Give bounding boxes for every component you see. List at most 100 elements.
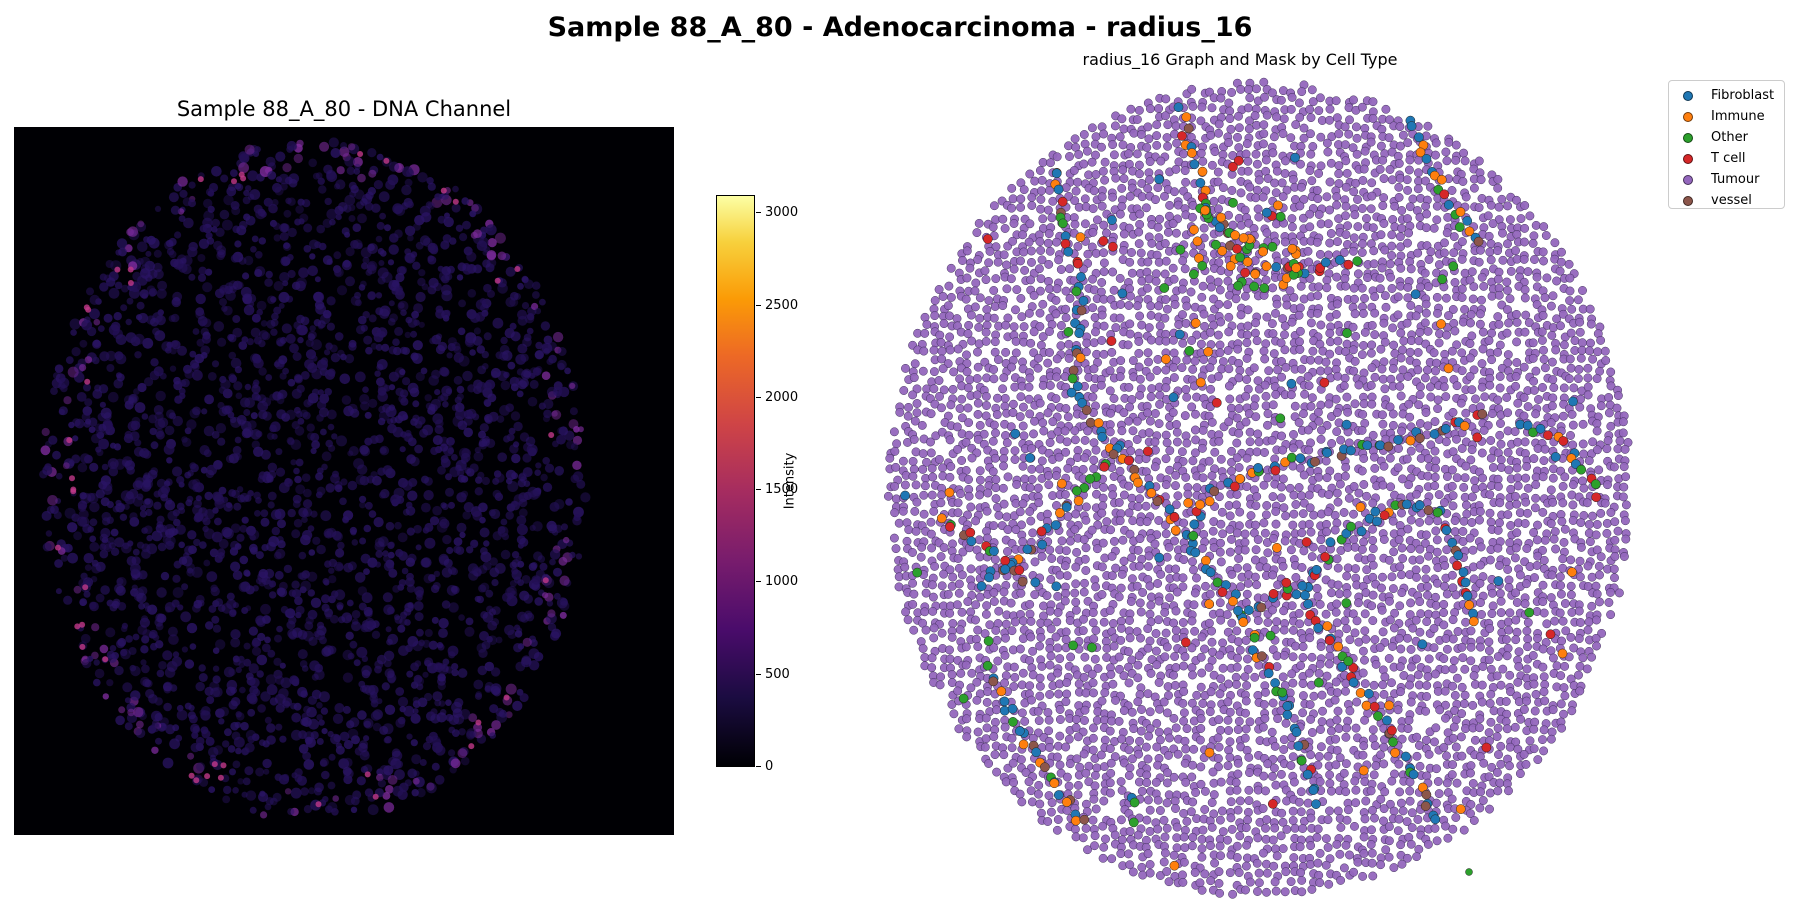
tumour-cell xyxy=(1193,691,1201,699)
tumour-cell xyxy=(1152,131,1160,139)
tumour-cell xyxy=(1547,302,1555,310)
tumour-cell xyxy=(1016,645,1024,653)
tumour-cell xyxy=(1127,447,1135,455)
tumour-cell xyxy=(1133,302,1141,310)
tumour-cell xyxy=(1161,653,1169,661)
tumour-cell xyxy=(1064,413,1072,421)
tumour-cell xyxy=(917,553,925,561)
tumour-cell xyxy=(1494,482,1502,490)
tumour-cell xyxy=(1575,634,1583,642)
tumour-cell xyxy=(1026,600,1034,608)
tumour-cell xyxy=(1382,105,1390,113)
tumour-cell xyxy=(1453,674,1461,682)
tumour-cell xyxy=(1268,728,1276,736)
tumour-cell xyxy=(958,395,966,403)
tumour-cell xyxy=(1089,304,1097,312)
tumour-cell xyxy=(1110,286,1118,294)
tumour-cell xyxy=(1578,339,1586,347)
tumour-cell xyxy=(1466,319,1474,327)
tumour-cell xyxy=(1557,637,1565,645)
tumour-cell xyxy=(1516,715,1524,723)
tumour-cell xyxy=(1091,328,1099,336)
tumour-cell xyxy=(1136,375,1144,383)
tumour-cell xyxy=(1530,680,1538,688)
colorbar-tick: 2000 xyxy=(756,390,798,406)
tumour-cell xyxy=(1017,195,1025,203)
tumour-cell xyxy=(1215,120,1223,128)
tumour-cell xyxy=(1496,384,1504,392)
tumour-cell xyxy=(1459,527,1467,535)
tumour-cell xyxy=(890,482,898,490)
tumour-cell xyxy=(1452,435,1460,443)
tumour-cell xyxy=(1434,396,1442,404)
tumour-cell xyxy=(1135,562,1143,570)
tumour-cell xyxy=(1421,319,1429,327)
tumour-cell xyxy=(1341,274,1349,282)
tumour-cell xyxy=(903,537,911,545)
tumour-cell xyxy=(1318,707,1326,715)
tumour-cell xyxy=(1521,328,1529,336)
tumour-cell xyxy=(1397,645,1405,653)
tumour-cell xyxy=(1026,610,1034,618)
tumour-cell xyxy=(1081,436,1089,444)
tumour-cell xyxy=(1584,391,1592,399)
colorbar-tick: 3000 xyxy=(756,205,798,221)
tumour-cell xyxy=(1019,617,1027,625)
tumour-cell xyxy=(1246,183,1254,191)
tumour-cell xyxy=(1494,652,1502,660)
tumour-cell xyxy=(1309,347,1317,355)
tumour-cell xyxy=(1224,346,1232,354)
tumour-cell xyxy=(1457,733,1465,741)
tumour-cell xyxy=(1571,336,1579,344)
tumour-cell xyxy=(947,293,955,301)
tumour-cell xyxy=(1351,400,1359,408)
tumour-cell xyxy=(1198,293,1206,301)
tumour-cell xyxy=(982,610,990,618)
tumour-cell xyxy=(1613,404,1621,412)
tumour-cell xyxy=(1237,221,1245,229)
tumour-cell xyxy=(1435,490,1443,498)
tumour-cell xyxy=(1241,546,1249,554)
tumour-cell xyxy=(1147,601,1155,609)
tumour-cell xyxy=(1254,616,1262,624)
tumour-cell xyxy=(1371,309,1379,317)
tumour-cell xyxy=(1179,717,1187,725)
tumour-cell xyxy=(1089,746,1097,754)
tumour-cell xyxy=(1197,149,1205,157)
tumour-cell xyxy=(1460,483,1468,491)
tumour-cell xyxy=(1396,232,1404,240)
tumour-cell xyxy=(1354,222,1362,230)
tumour-cell xyxy=(899,507,907,515)
tumour-cell xyxy=(1035,716,1043,724)
tumour-cell xyxy=(1163,305,1171,313)
tumour-cell xyxy=(912,527,920,535)
tumour-cell xyxy=(1502,697,1510,705)
tumour-cell xyxy=(1296,620,1304,628)
tumour-cell xyxy=(939,292,947,300)
tumour-cell xyxy=(1478,449,1486,457)
tumour-cell xyxy=(1236,366,1244,374)
tumour-cell xyxy=(1367,138,1375,146)
tumour-cell xyxy=(1470,184,1478,192)
tumour-cell xyxy=(1307,402,1315,410)
tumour-cell xyxy=(1233,454,1241,462)
tumour-cell xyxy=(1146,724,1154,732)
tumour-cell xyxy=(990,588,998,596)
tumour-cell xyxy=(1234,637,1242,645)
tumour-cell xyxy=(1470,672,1478,680)
tumour-cell xyxy=(1054,644,1062,652)
tumour-cell xyxy=(892,544,900,552)
tumour-cell xyxy=(1496,419,1504,427)
tumour-cell xyxy=(982,714,990,722)
tumour-cell xyxy=(1370,260,1378,268)
tumour-cell xyxy=(1453,474,1461,482)
tumour-cell xyxy=(1359,669,1367,677)
tumour-cell xyxy=(936,673,944,681)
tumour-cell xyxy=(1396,602,1404,610)
tumour-cell xyxy=(1315,417,1323,425)
tumour-cell xyxy=(1579,420,1587,428)
tumour-cell xyxy=(1397,264,1405,272)
tumour-cell xyxy=(1056,761,1064,769)
tumour-cell xyxy=(1460,517,1468,525)
tumour-cell xyxy=(1342,625,1350,633)
